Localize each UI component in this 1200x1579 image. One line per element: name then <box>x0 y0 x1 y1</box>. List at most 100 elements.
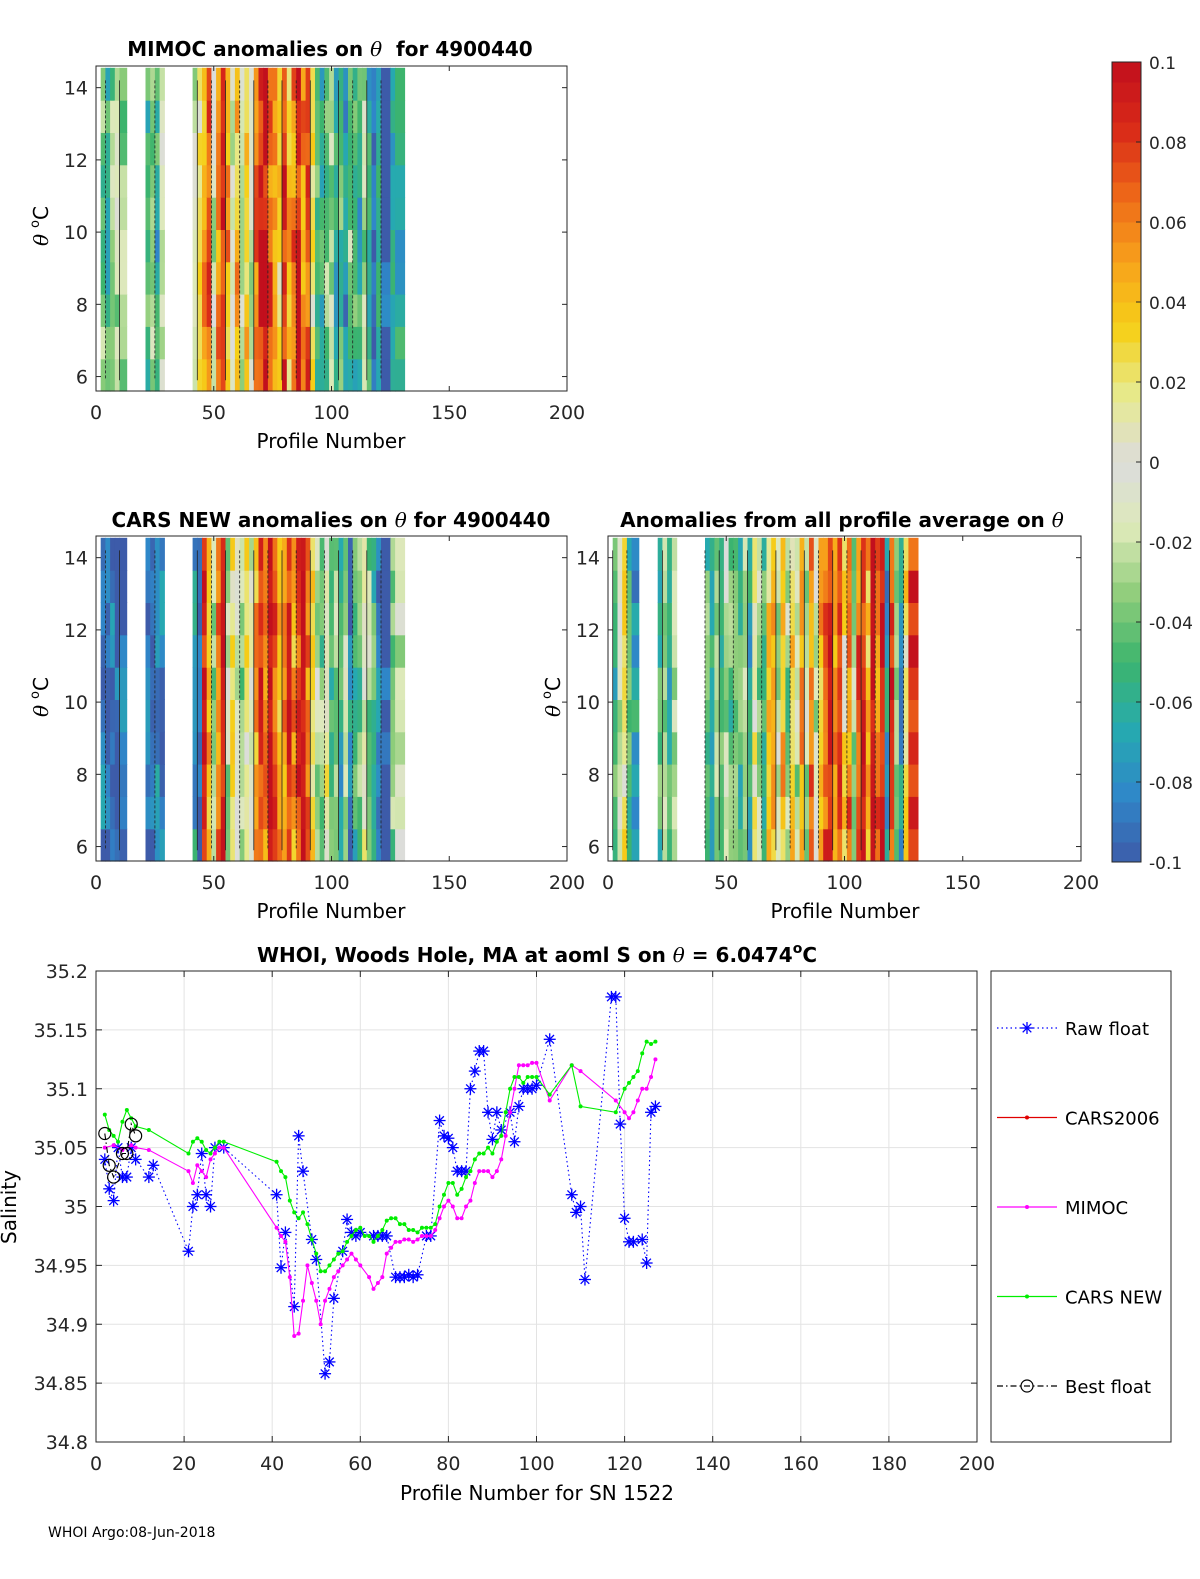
heatmap-cell <box>333 796 340 830</box>
heatmap-cell <box>631 828 640 862</box>
data-point <box>341 1213 354 1226</box>
heatmap-cell <box>612 764 618 797</box>
heatmap-cell <box>362 828 368 862</box>
marker-dot <box>380 1228 385 1233</box>
heatmap-cell <box>253 358 260 392</box>
heatmap-cell <box>154 197 161 230</box>
heatmap-cell <box>861 828 867 862</box>
heatmap-cell <box>395 699 406 733</box>
data-point <box>649 1042 654 1047</box>
data-point <box>204 1147 209 1152</box>
marker-stroke <box>298 1166 308 1176</box>
heatmap-column <box>253 67 260 392</box>
heatmap-cell <box>286 197 293 230</box>
heatmap-cell <box>752 537 758 571</box>
heatmap-cell <box>752 634 758 668</box>
heatmap-cell <box>239 164 245 198</box>
marker-dot <box>424 1225 429 1230</box>
heatmap-cell <box>329 634 335 668</box>
heatmap-cell <box>366 358 373 392</box>
heatmap-column <box>105 537 111 862</box>
heatmap-cell <box>105 326 111 360</box>
heatmap-column <box>780 537 786 862</box>
heatmap-cell <box>263 358 269 392</box>
heatmap-cell <box>197 261 203 295</box>
heatmap-cell <box>192 294 198 327</box>
y-tick-label: 35.2 <box>46 961 88 983</box>
heatmap-cell <box>622 796 628 830</box>
heatmap-cell <box>249 294 255 327</box>
heatmap-cell <box>244 570 250 603</box>
heatmap-cell <box>894 796 900 830</box>
heatmap-cell <box>870 796 876 830</box>
heatmap-cell <box>771 634 777 668</box>
heatmap-cell <box>197 570 203 603</box>
data-point <box>406 1237 411 1242</box>
heatmap-cell <box>244 132 250 166</box>
heatmap-cell <box>329 67 335 101</box>
heatmap-cell <box>898 764 905 797</box>
colorbar-swatch <box>1112 182 1141 203</box>
heatmap-cell <box>785 602 791 636</box>
marker-stroke <box>271 1189 282 1200</box>
heatmap-cell <box>100 796 106 830</box>
heatmap-cell <box>234 570 241 603</box>
heatmap-cell <box>291 229 297 263</box>
heatmap-cell <box>202 164 208 198</box>
heatmap-cell <box>352 100 358 133</box>
heatmap-cell <box>813 602 820 636</box>
heatmap-cell <box>239 764 245 797</box>
heatmap-column <box>196 67 203 392</box>
heatmap-cell <box>761 602 767 636</box>
heatmap-cell <box>253 764 260 797</box>
heatmap-cell <box>272 294 278 327</box>
heatmap-cell <box>150 132 156 166</box>
marker-dot <box>1025 1205 1029 1209</box>
heatmap-cell <box>296 67 302 101</box>
marker-dot <box>375 1281 380 1286</box>
marker-dot <box>274 1159 279 1164</box>
heatmap-cell <box>202 731 208 765</box>
heatmap-cell <box>272 358 278 392</box>
heatmap-cell <box>324 667 330 700</box>
heatmap-cell <box>870 828 876 862</box>
marker-dot <box>402 1222 407 1227</box>
heatmap-cell <box>272 261 278 295</box>
heatmap-cell <box>889 537 895 571</box>
heatmap-cell <box>785 796 791 830</box>
heatmap-cell <box>258 197 264 230</box>
heatmap-cell <box>197 100 203 133</box>
heatmap-cell <box>159 796 165 830</box>
heatmap-cell <box>357 537 363 571</box>
data-point <box>283 1175 288 1180</box>
heatmap-cell <box>631 764 640 797</box>
heatmap-cell <box>671 602 678 636</box>
marker-dot <box>490 1151 495 1156</box>
heatmap-cell <box>211 100 217 133</box>
heatmap-cell <box>343 602 349 636</box>
heatmap-cell <box>371 570 377 603</box>
heatmap-cell <box>258 67 264 101</box>
data-point <box>516 1074 521 1079</box>
heatmap-cell <box>234 261 241 295</box>
y-tick-label: 6 <box>76 367 88 389</box>
marker-stroke <box>483 1107 493 1118</box>
heatmap-cell <box>272 229 278 263</box>
marker-dot <box>530 1074 535 1079</box>
heatmap-cell <box>202 100 208 133</box>
heatmap-cell <box>671 731 678 765</box>
heatmap-cell <box>705 731 711 765</box>
heatmap-cell <box>230 537 236 571</box>
heatmap-cell <box>230 100 236 133</box>
marker-dot <box>631 1074 636 1079</box>
heatmap-cell <box>894 634 900 668</box>
heatmap-cell <box>230 164 236 198</box>
heatmap-cell <box>395 164 406 198</box>
heatmap-cell <box>626 570 633 603</box>
data-point <box>318 1322 323 1327</box>
heatmap-cell <box>371 602 377 636</box>
heatmap-column <box>714 537 720 862</box>
marker-dot <box>428 1225 433 1230</box>
heatmap-cell <box>319 358 325 392</box>
marker-dot <box>578 1069 583 1074</box>
